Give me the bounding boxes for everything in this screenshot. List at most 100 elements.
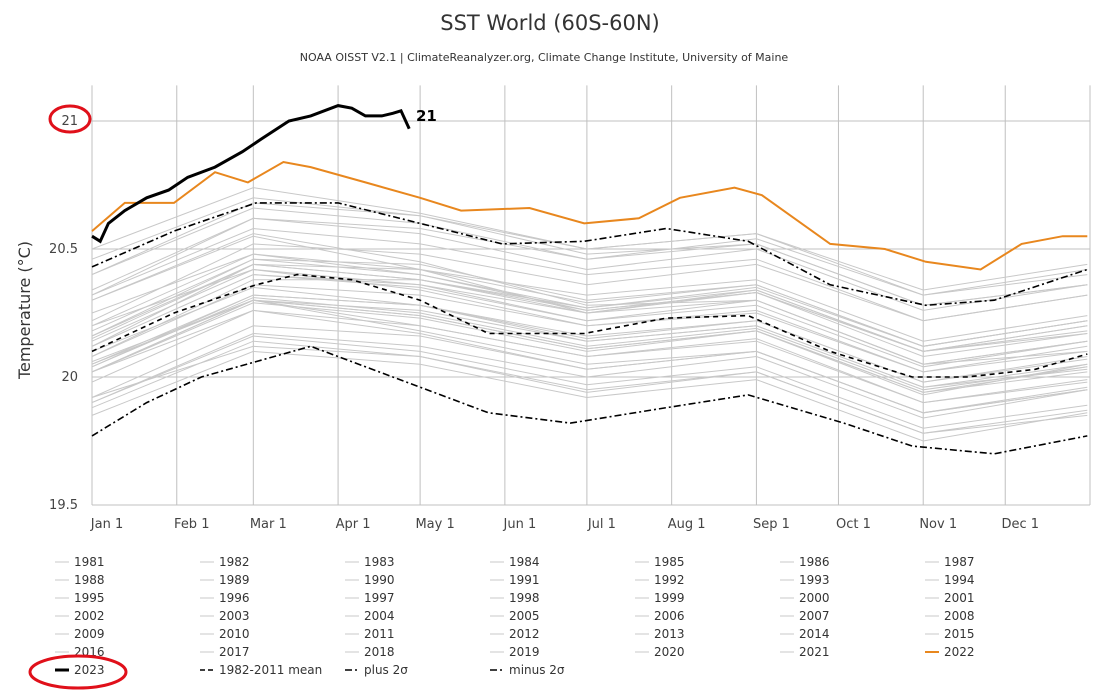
legend-label: 2002 (74, 609, 105, 623)
series-line-1981 (91, 335, 1088, 429)
legend-item-2001[interactable]: 2001 (925, 591, 975, 605)
legend-label: 1995 (74, 591, 105, 605)
legend-item-1988[interactable]: 1988 (55, 573, 105, 587)
legend-item-1984[interactable]: 1984 (490, 555, 540, 569)
series-line-1984 (91, 345, 1088, 434)
legend-label: 2011 (364, 627, 395, 641)
legend-item-2011[interactable]: 2011 (345, 627, 395, 641)
series-line-2019 (91, 202, 1088, 291)
legend-item-2017[interactable]: 2017 (200, 645, 250, 659)
legend-item-2007[interactable]: 2007 (780, 609, 830, 623)
series-line-1995 (91, 286, 1088, 388)
legend-item-plus-2-[interactable]: plus 2σ (345, 663, 408, 677)
legend-item-1993[interactable]: 1993 (780, 573, 830, 587)
x-tick-label: Nov 1 (919, 517, 957, 532)
legend-item-2013[interactable]: 2013 (635, 627, 685, 641)
legend-label: 2017 (219, 645, 250, 659)
legend-item-1998[interactable]: 1998 (490, 591, 540, 605)
legend-label: 2009 (74, 627, 105, 641)
legend-item-2005[interactable]: 2005 (490, 609, 540, 623)
legend-item-2022[interactable]: 2022 (925, 645, 975, 659)
legend-label: 1981 (74, 555, 105, 569)
x-tick-label: Apr 1 (336, 517, 371, 532)
x-tick-label: Oct 1 (836, 517, 871, 532)
legend-label: 1990 (364, 573, 395, 587)
legend-item-1986[interactable]: 1986 (780, 555, 830, 569)
legend-item-2003[interactable]: 2003 (200, 609, 250, 623)
legend-label: 1997 (364, 591, 395, 605)
legend-label: 2018 (364, 645, 395, 659)
y-tick-label: 20.5 (49, 242, 78, 257)
series-line-2013 (91, 253, 1088, 347)
legend-item-1985[interactable]: 1985 (635, 555, 685, 569)
legend-item-1981[interactable]: 1981 (55, 555, 105, 569)
series-line-2015 (91, 217, 1088, 296)
legend-label: 1983 (364, 555, 395, 569)
legend-item-2021[interactable]: 2021 (780, 645, 830, 659)
legend-item-1989[interactable]: 1989 (200, 573, 250, 587)
x-tick-label: May 1 (415, 517, 454, 532)
legend: 1981 1982 1983 1984 1985 1986 1987 1988 1989 1990… (55, 555, 975, 677)
legend-label: 1989 (219, 573, 250, 587)
series-line-plus-2sigma (91, 202, 1088, 307)
legend-label: minus 2σ (509, 663, 565, 677)
legend-item-1983[interactable]: 1983 (345, 555, 395, 569)
x-tick-label: Feb 1 (174, 517, 209, 532)
series-line-2008 (91, 284, 1088, 373)
series-line-2014 (91, 243, 1088, 322)
legend-item-2010[interactable]: 2010 (200, 627, 250, 641)
legend-item-2019[interactable]: 2019 (490, 645, 540, 659)
series-line-2010 (91, 233, 1088, 365)
legend-label: 1986 (799, 555, 830, 569)
legend-label: 1982 (219, 555, 250, 569)
legend-item-1990[interactable]: 1990 (345, 573, 395, 587)
series-line-2018 (91, 227, 1088, 322)
legend-item-1995[interactable]: 1995 (55, 591, 105, 605)
legend-item-2006[interactable]: 2006 (635, 609, 685, 623)
legend-item-1996[interactable]: 1996 (200, 591, 250, 605)
series-line-2000 (91, 294, 1088, 383)
series-line-2009 (91, 263, 1088, 347)
legend-item-1982[interactable]: 1982 (200, 555, 250, 569)
legend-item-2023[interactable]: 2023 (55, 663, 105, 677)
legend-item-2009[interactable]: 2009 (55, 627, 105, 641)
legend-item-1987[interactable]: 1987 (925, 555, 975, 569)
legend-item-minus-2-[interactable]: minus 2σ (490, 663, 565, 677)
legend-label: 2007 (799, 609, 830, 623)
legend-label: 2003 (219, 609, 250, 623)
legend-item-1997[interactable]: 1997 (345, 591, 395, 605)
legend-item-2018[interactable]: 2018 (345, 645, 395, 659)
legend-label: 1991 (509, 573, 540, 587)
chart-title: SST World (60S-60N) (440, 11, 659, 35)
legend-item-2020[interactable]: 2020 (635, 645, 685, 659)
legend-item-1991[interactable]: 1991 (490, 573, 540, 587)
series-line-1993 (91, 309, 1088, 404)
legend-item-1982-2011-mean[interactable]: 1982-2011 mean (200, 663, 322, 677)
legend-item-2000[interactable]: 2000 (780, 591, 830, 605)
series-line-1986 (91, 332, 1088, 419)
legend-item-2004[interactable]: 2004 (345, 609, 395, 623)
legend-item-1999[interactable]: 1999 (635, 591, 685, 605)
legend-item-1994[interactable]: 1994 (925, 573, 975, 587)
series-line-1990 (91, 297, 1088, 391)
legend-label: 2013 (654, 627, 685, 641)
legend-item-2014[interactable]: 2014 (780, 627, 830, 641)
annotation-circle-legend-2023 (28, 654, 128, 690)
legend-label: 1982-2011 mean (219, 663, 322, 677)
x-tick-label: Aug 1 (668, 517, 706, 532)
series-line-mean (91, 273, 1088, 378)
x-tick-label: Mar 1 (250, 517, 287, 532)
axis-ticks: 19.5 20 20.5 21 Jan 1 Feb 1 Mar 1 Apr 1 May 1 Jun… (49, 114, 1039, 532)
series-line-2021 (91, 217, 1088, 311)
series-line-2022 (91, 160, 1088, 271)
legend-item-2002[interactable]: 2002 (55, 609, 105, 623)
grid (91, 85, 1091, 506)
legend-item-1992[interactable]: 1992 (635, 573, 685, 587)
legend-item-2008[interactable]: 2008 (925, 609, 975, 623)
legend-label: 2001 (944, 591, 975, 605)
legend-item-2012[interactable]: 2012 (490, 627, 540, 641)
legend-label: 2021 (799, 645, 830, 659)
end-value-label: 21 (416, 107, 437, 125)
legend-item-2015[interactable]: 2015 (925, 627, 975, 641)
